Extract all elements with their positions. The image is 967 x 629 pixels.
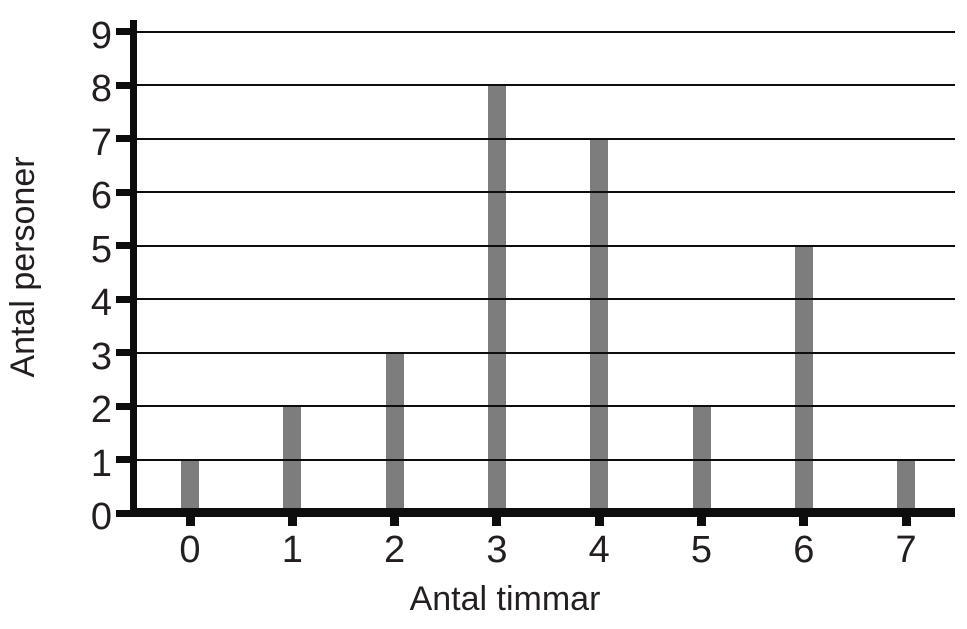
- x-tick-label-7: 7: [895, 529, 917, 571]
- y-axis-tick-8: [116, 81, 130, 89]
- gridline-9: [137, 30, 955, 33]
- y-axis-tick-5: [116, 242, 130, 249]
- y-axis-tick-0: [116, 509, 130, 517]
- x-axis-tick-6: [799, 517, 809, 526]
- x-axis-tick-0: [185, 517, 195, 526]
- bar-2: [385, 352, 404, 508]
- x-axis-tick-7: [901, 517, 911, 526]
- bar-4: [590, 138, 609, 508]
- y-tick-label-4: 4: [90, 282, 112, 324]
- x-axis-tick-2: [390, 517, 400, 526]
- y-axis-tick-4: [116, 295, 130, 303]
- x-axis-tick-4: [594, 517, 604, 526]
- y-tick-label-6: 6: [90, 175, 112, 217]
- bar-0: [181, 459, 199, 508]
- y-axis-tick-2: [116, 402, 130, 410]
- gridline-4: [137, 298, 955, 300]
- bar-7: [897, 459, 916, 508]
- y-axis-tick-7: [116, 135, 130, 142]
- x-tick-label-3: 3: [486, 529, 508, 571]
- bar-3: [487, 85, 506, 508]
- y-axis-title: Antal personer: [4, 156, 42, 378]
- y-axis-tick-9: [116, 28, 130, 35]
- x-tick-label-5: 5: [690, 529, 713, 571]
- bar-6: [794, 245, 813, 508]
- y-tick-label-5: 5: [90, 228, 112, 271]
- y-axis-tick-3: [116, 349, 130, 356]
- y-axis-line: [130, 20, 137, 517]
- gridline-1: [137, 458, 955, 461]
- x-axis-line: [130, 508, 955, 517]
- y-axis-tick-6: [116, 188, 130, 196]
- gridline-8: [137, 84, 955, 86]
- y-tick-label-1: 1: [90, 442, 112, 485]
- y-axis-tick-1: [116, 456, 130, 463]
- x-axis-tick-3: [492, 517, 502, 526]
- y-tick-label-0: 0: [90, 496, 112, 538]
- y-tick-label-7: 7: [90, 121, 112, 164]
- x-tick-label-6: 6: [793, 529, 815, 571]
- y-tick-label-3: 3: [90, 335, 112, 378]
- x-tick-label-4: 4: [588, 529, 610, 571]
- x-axis-tick-1: [287, 517, 297, 526]
- y-tick-label-9: 9: [90, 14, 112, 57]
- gridline-5: [137, 244, 955, 247]
- x-tick-label-1: 1: [281, 529, 303, 571]
- gridline-2: [137, 405, 955, 407]
- gridline-7: [137, 137, 955, 140]
- x-tick-label-2: 2: [384, 529, 406, 571]
- x-tick-label-0: 0: [179, 529, 201, 571]
- y-tick-label-2: 2: [90, 389, 112, 431]
- x-axis-title: Antal timmar: [409, 580, 601, 618]
- gridline-6: [137, 191, 955, 193]
- bar-5: [692, 406, 711, 508]
- gridline-3: [137, 351, 955, 354]
- bar-1: [283, 406, 302, 508]
- y-tick-label-8: 8: [90, 68, 112, 110]
- x-axis-tick-5: [697, 517, 706, 526]
